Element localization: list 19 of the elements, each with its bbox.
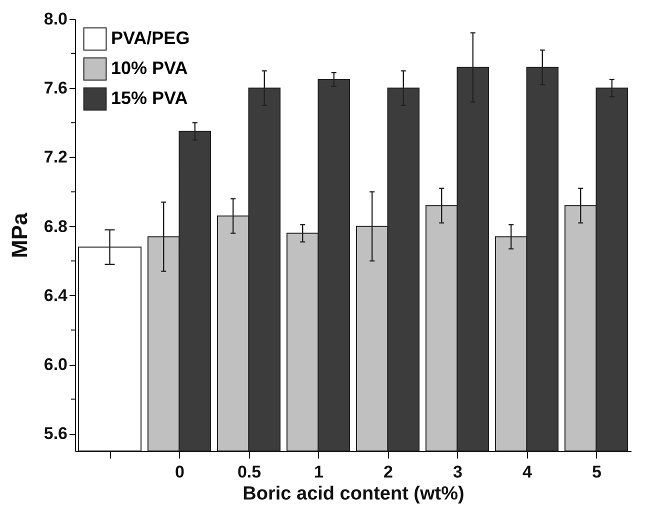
y-axis-title: MPa bbox=[6, 212, 32, 258]
x-tick-label: 5 bbox=[592, 462, 602, 482]
y-tick-label: 7.6 bbox=[44, 78, 68, 98]
y-tick-label: 5.6 bbox=[44, 424, 68, 444]
legend-label: 10% PVA bbox=[111, 58, 188, 78]
y-tick-label: 8.0 bbox=[44, 10, 68, 28]
y-tick-label: 7.2 bbox=[44, 148, 68, 167]
x-axis-title: Boric acid content (wt%) bbox=[242, 484, 464, 504]
y-tick-label: 6.4 bbox=[44, 286, 68, 305]
legend-label: PVA/PEG bbox=[111, 28, 190, 48]
y-tick-label: 6.8 bbox=[44, 216, 68, 236]
x-tick-label: 0 bbox=[175, 462, 184, 482]
x-tick-label: 3 bbox=[453, 462, 462, 482]
x-tick-label: 4 bbox=[522, 462, 533, 482]
x-tick-label: 0.5 bbox=[237, 462, 262, 482]
x-tick-label: 1 bbox=[314, 462, 324, 482]
y-tick-label: 6.0 bbox=[44, 355, 68, 374]
legend-label: 15% PVA bbox=[111, 88, 188, 108]
x-tick-label: 2 bbox=[384, 462, 393, 482]
